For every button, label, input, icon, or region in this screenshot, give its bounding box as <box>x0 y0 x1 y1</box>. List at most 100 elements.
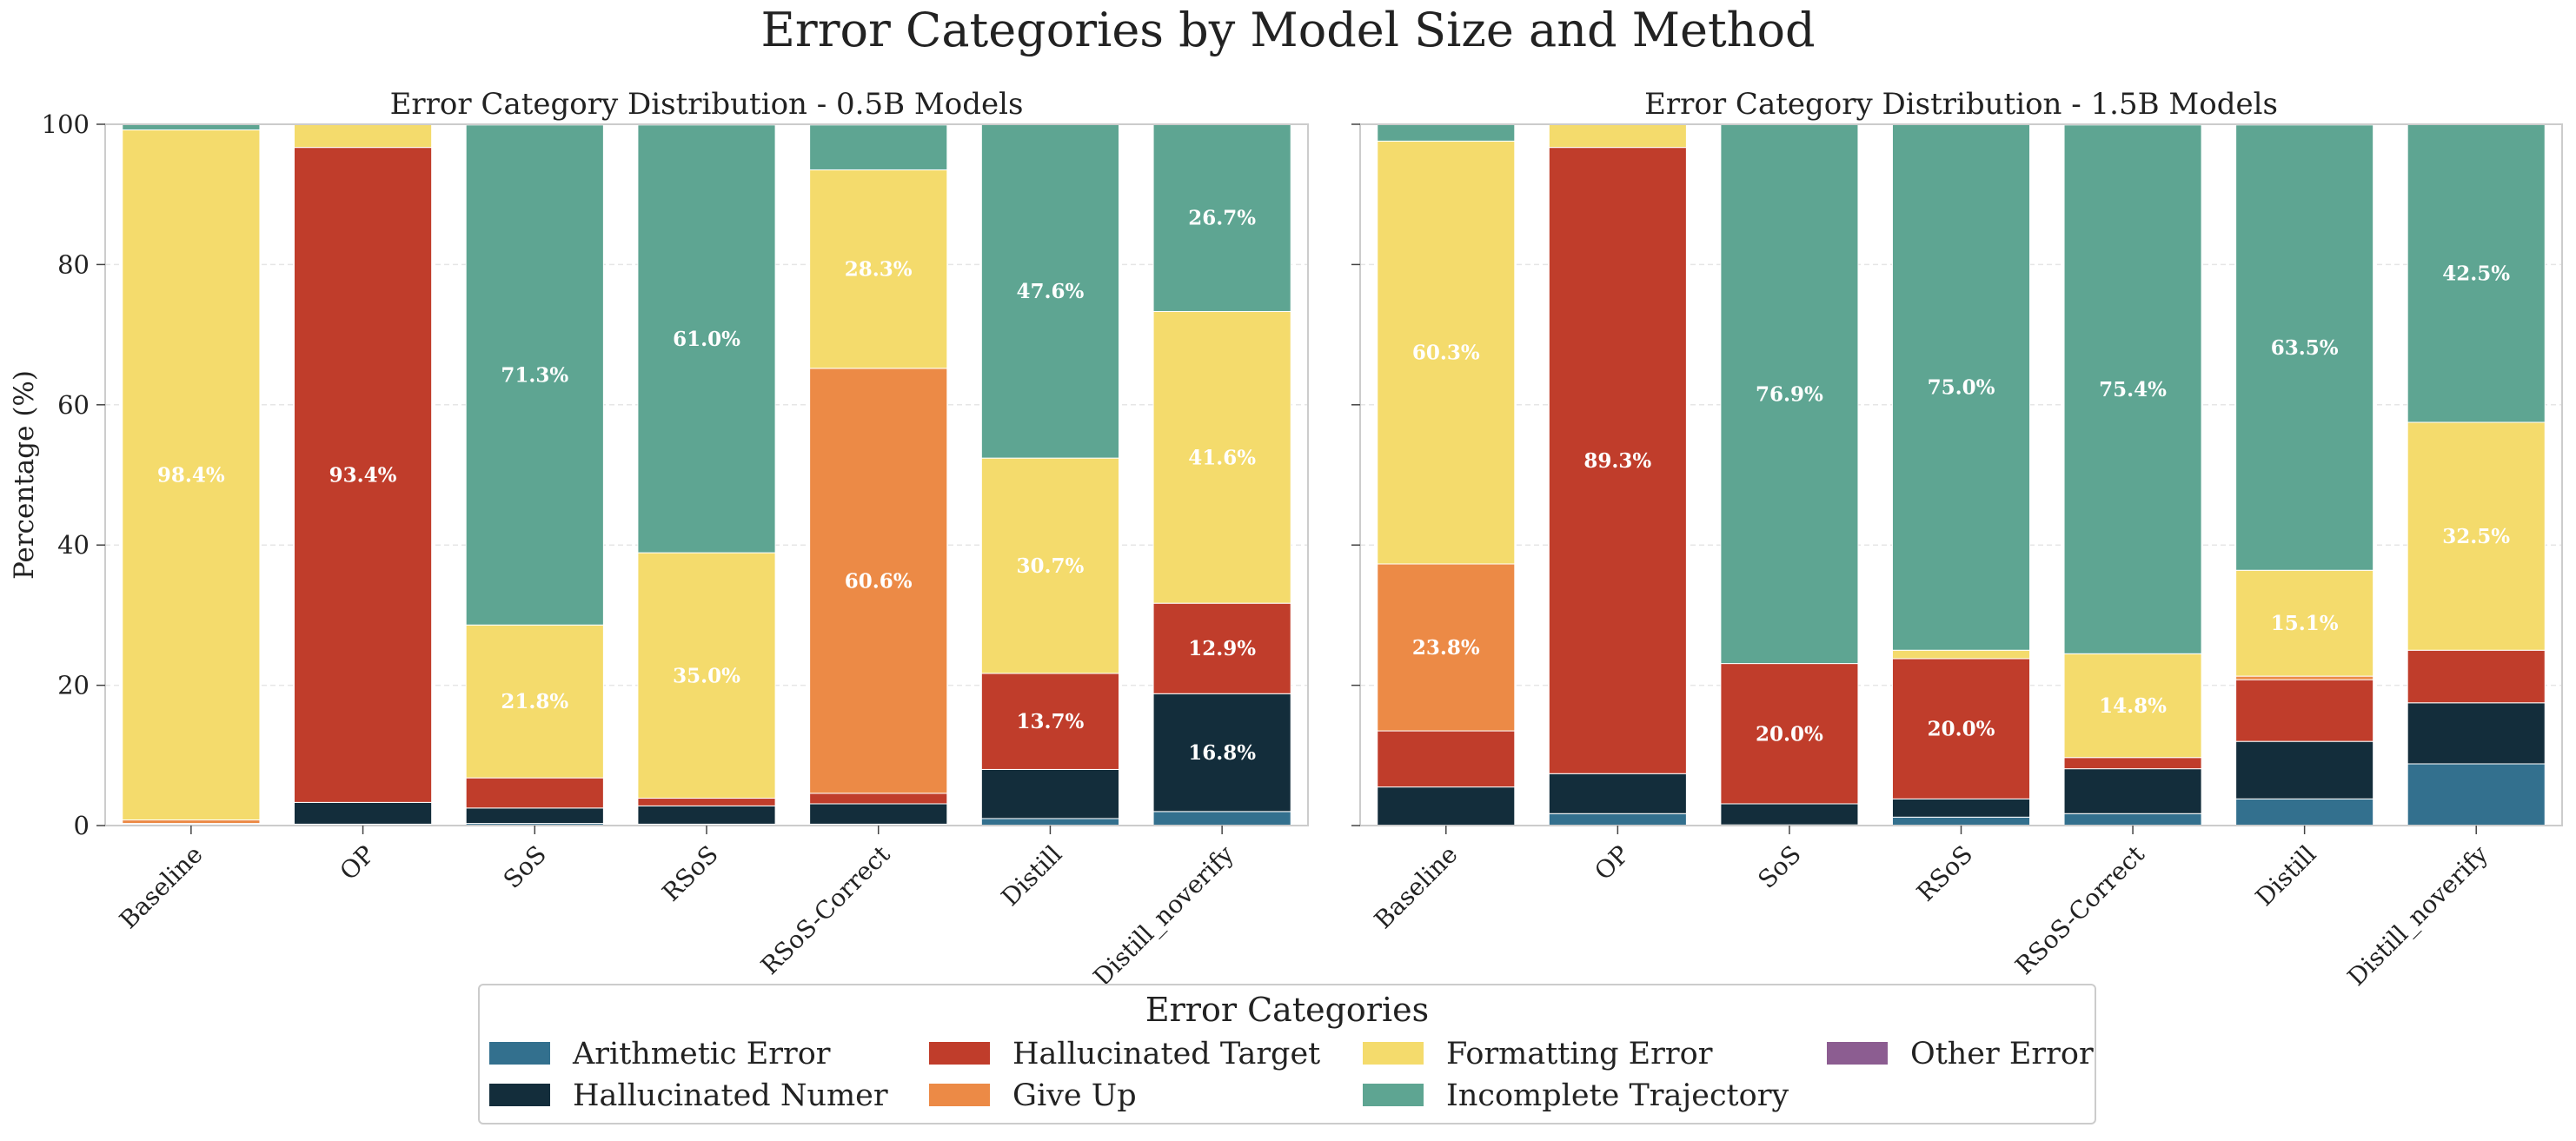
bar-segment-hallucinated-target <box>1891 658 2031 799</box>
data-label: 93.4% <box>329 464 397 488</box>
data-label: 61.0% <box>673 328 740 351</box>
bar-segment-formatting-error <box>1548 123 1687 149</box>
bar-segment-formatting-error <box>2063 653 2202 759</box>
bar-segment-formatting-error <box>465 624 604 779</box>
bar-segment-hallucinated-target <box>465 777 604 809</box>
bar-segment-hallucinated-target <box>1152 602 1291 694</box>
bar-segment-hallucinated-target <box>637 798 776 806</box>
x-tick-label: RSoS <box>657 839 724 906</box>
legend-swatch-other-error <box>1827 1042 1888 1065</box>
legend-swatch-hallucinated-target <box>929 1042 990 1065</box>
panel-0p5b: Error Category Distribution - 0.5B Model… <box>9 87 1309 992</box>
data-label: 71.3% <box>501 364 568 388</box>
legend-label: Hallucinated Numer <box>573 1078 888 1113</box>
data-label: 75.0% <box>1928 376 1995 400</box>
legend-title: Error Categories <box>1145 991 1429 1029</box>
bar-segment-give-up <box>1377 563 1516 732</box>
bar-segment-formatting-error <box>2407 421 2546 651</box>
bar-segment-hallucinated-numer <box>465 807 604 825</box>
data-label: 30.7% <box>1016 554 1084 578</box>
x-tick-label: OP <box>1589 839 1635 886</box>
data-label: 23.8% <box>1412 636 1480 660</box>
x-tick-label: SoS <box>1752 839 1806 893</box>
x-tick-label: RSoS <box>1911 839 1978 906</box>
bar-segment-hallucinated-numer <box>1720 803 1859 826</box>
bar-segment-arithmetic-error <box>2407 763 2546 826</box>
data-label: 42.5% <box>2442 262 2510 285</box>
bar-segment-formatting-error <box>122 129 261 821</box>
x-tick-label: Distill <box>2250 839 2322 912</box>
x-tick-label: Distill_noverify <box>2342 839 2494 992</box>
data-label: 75.4% <box>2099 378 2167 401</box>
bar-segment-hallucinated-target <box>2063 757 2202 770</box>
bar-segment-incomplete-trajectory <box>1891 123 2031 651</box>
bar-segment-hallucinated-numer <box>293 801 433 825</box>
bar-segment-hallucinated-target <box>809 793 948 805</box>
bar-segment-arithmetic-error <box>980 818 1120 826</box>
data-label: 98.4% <box>157 464 225 488</box>
legend-label: Arithmetic Error <box>572 1037 831 1071</box>
bar-segment-arithmetic-error <box>1548 813 1687 826</box>
bar-segment-incomplete-trajectory <box>2407 123 2546 423</box>
y-axis-label: Percentage (%) <box>9 370 40 580</box>
bar-segment-hallucinated-target <box>2235 679 2374 742</box>
panel-title: Error Category Distribution - 1.5B Model… <box>1644 87 2278 122</box>
y-tick-label: 60 <box>57 390 90 420</box>
bar-segment-formatting-error <box>293 123 433 149</box>
legend-swatch-incomplete-trajectory <box>1363 1084 1424 1106</box>
bar-segment-arithmetic-error <box>1891 816 2031 826</box>
legend-swatch-hallucinated-numer <box>489 1084 550 1106</box>
legend-swatch-give-up <box>929 1084 990 1106</box>
data-label: 21.8% <box>501 690 568 713</box>
legend-frame <box>478 984 2096 1124</box>
x-tick-label: RSoS-Correct <box>2009 839 2150 980</box>
bar-segment-incomplete-trajectory <box>637 124 776 554</box>
bar-segment-hallucinated-numer <box>2063 768 2202 814</box>
data-label: 26.7% <box>1188 207 1256 230</box>
legend-label: Give Up <box>1012 1078 1137 1113</box>
data-label: 76.9% <box>1756 382 1823 406</box>
data-label: 20.0% <box>1928 718 1995 741</box>
bar-segment-hallucinated-numer <box>1377 786 1516 826</box>
bar-segment-formatting-error <box>809 169 948 369</box>
bar-segment-incomplete-trajectory <box>465 124 604 626</box>
legend-label: Incomplete Trajectory <box>1446 1078 1789 1113</box>
x-tick-label: Baseline <box>1369 839 1464 934</box>
data-label: 60.6% <box>845 569 913 593</box>
legend-swatch-formatting-error <box>1363 1042 1424 1065</box>
bar-segment-incomplete-trajectory <box>1720 123 1859 665</box>
legend: Error Categories Arithmetic Error Halluci… <box>478 984 2096 1124</box>
bar-segment-formatting-error <box>980 457 1120 674</box>
bar-segment-incomplete-trajectory <box>2063 124 2202 654</box>
data-label: 41.6% <box>1188 446 1256 469</box>
bar-segment-hallucinated-numer <box>1152 693 1291 813</box>
bar-segment-incomplete-trajectory <box>1377 123 1516 142</box>
y-tick-label: 40 <box>57 530 90 560</box>
data-label: 12.9% <box>1188 637 1256 660</box>
bar-segment-hallucinated-numer <box>2407 702 2546 765</box>
legend-swatch-arithmetic-error <box>489 1042 550 1065</box>
bar-segment-hallucinated-target <box>1720 663 1859 805</box>
bar-segment-incomplete-trajectory <box>1152 123 1291 312</box>
x-tick-label: SoS <box>498 839 552 893</box>
bar-segment-hallucinated-target <box>2407 649 2546 704</box>
x-tick-label: RSoS-Correct <box>755 839 896 980</box>
data-label: 28.3% <box>845 258 913 282</box>
data-label: 15.1% <box>2271 612 2339 635</box>
bar-segment-hallucinated-numer <box>1548 773 1687 814</box>
bar-segment-give-up <box>2235 675 2374 680</box>
y-tick-label: 100 <box>42 109 90 139</box>
bar-segment-incomplete-trajectory <box>809 124 948 170</box>
bar-segment-formatting-error <box>2235 569 2374 677</box>
bar-segment-hallucinated-target <box>1377 730 1516 788</box>
bar-segment-hallucinated-target <box>293 147 433 803</box>
bar-segment-formatting-error <box>637 552 776 799</box>
bar-segment-incomplete-trajectory <box>980 123 1120 459</box>
x-tick-label: Distill_noverify <box>1087 839 1239 992</box>
bar-segment-give-up <box>809 368 948 794</box>
bar-segment-hallucinated-target <box>1548 147 1687 774</box>
legend-label: Hallucinated Target <box>1012 1037 1320 1071</box>
data-label: 20.0% <box>1756 722 1823 746</box>
